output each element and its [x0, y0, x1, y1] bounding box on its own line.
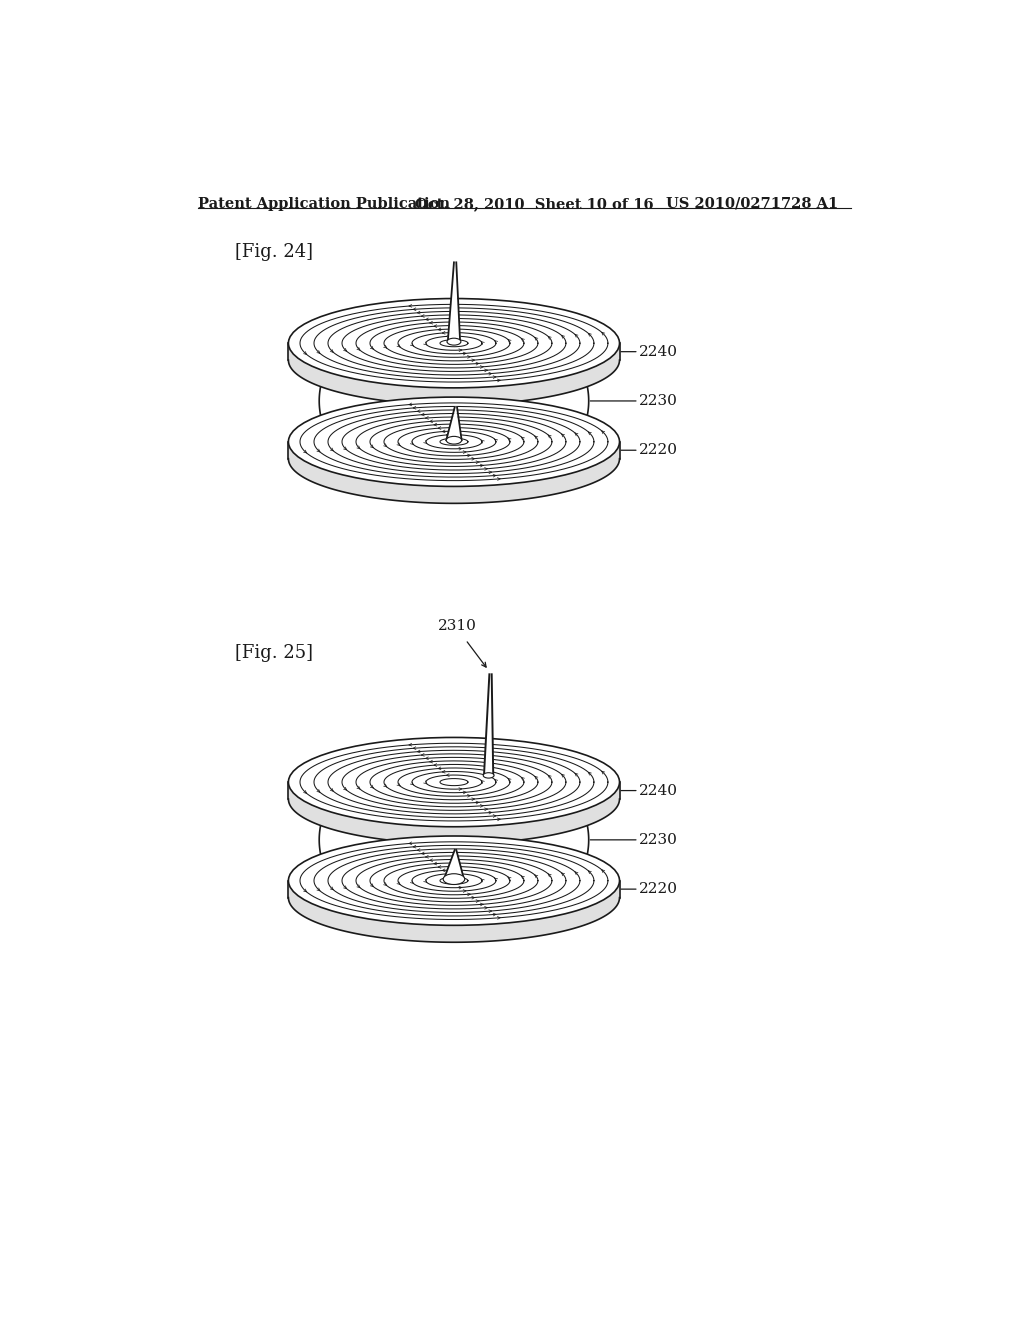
Text: 2220: 2220	[621, 444, 678, 457]
Text: 2310: 2310	[438, 619, 477, 634]
Text: 2240: 2240	[621, 784, 678, 797]
Polygon shape	[319, 805, 589, 875]
Polygon shape	[484, 675, 494, 775]
Ellipse shape	[289, 738, 620, 826]
Ellipse shape	[289, 298, 620, 388]
Polygon shape	[289, 298, 620, 405]
Polygon shape	[446, 407, 462, 441]
Polygon shape	[444, 850, 464, 879]
Polygon shape	[289, 397, 620, 503]
Ellipse shape	[483, 772, 494, 777]
Polygon shape	[447, 263, 460, 342]
Ellipse shape	[447, 338, 461, 345]
Text: 2230: 2230	[590, 393, 678, 408]
Text: US 2010/0271728 A1: US 2010/0271728 A1	[666, 197, 838, 211]
Ellipse shape	[289, 397, 620, 486]
Text: 2230: 2230	[590, 833, 678, 847]
Ellipse shape	[319, 327, 589, 405]
Ellipse shape	[319, 767, 589, 843]
Text: [Fig. 24]: [Fig. 24]	[234, 243, 312, 261]
Ellipse shape	[289, 836, 620, 925]
Ellipse shape	[446, 437, 462, 444]
Text: Patent Application Publication: Patent Application Publication	[199, 197, 451, 211]
Ellipse shape	[319, 397, 589, 474]
Ellipse shape	[319, 836, 589, 913]
Ellipse shape	[443, 874, 465, 884]
Text: Oct. 28, 2010  Sheet 10 of 16: Oct. 28, 2010 Sheet 10 of 16	[416, 197, 654, 211]
Polygon shape	[319, 367, 589, 436]
Polygon shape	[289, 836, 620, 942]
Text: [Fig. 25]: [Fig. 25]	[234, 644, 312, 661]
Text: 2220: 2220	[621, 882, 678, 896]
Polygon shape	[289, 738, 620, 843]
Text: 2240: 2240	[621, 345, 678, 359]
